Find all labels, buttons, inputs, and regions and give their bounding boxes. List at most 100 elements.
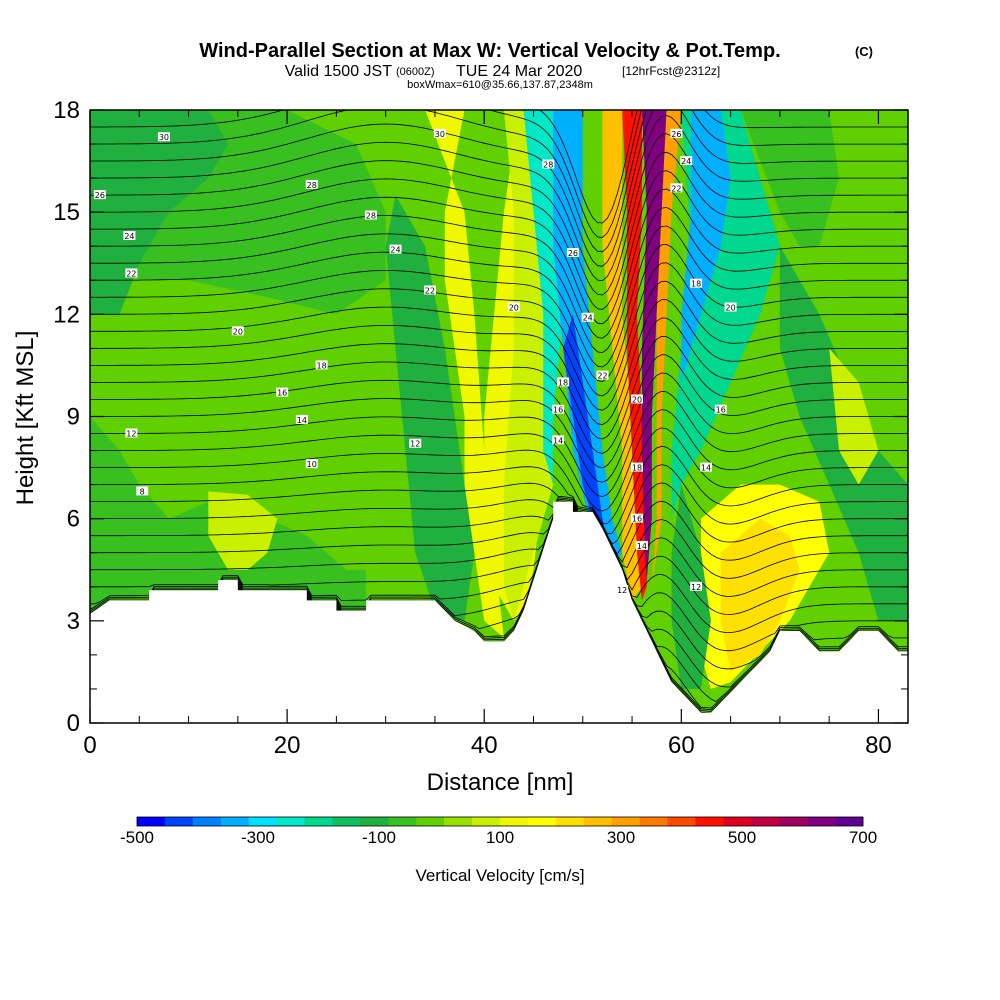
- contour-label-30: 26: [670, 128, 683, 139]
- contour-label-text: 24: [583, 314, 593, 323]
- contour-label-21: 22: [596, 370, 609, 381]
- contour-label-29: 12: [616, 585, 629, 595]
- colorbar-swatch: [723, 817, 752, 826]
- contour-label-bg: [630, 394, 643, 404]
- contour-label-22: 18: [557, 377, 570, 387]
- velocity-region-11: [563, 314, 613, 563]
- contour-label-text: 8: [140, 487, 145, 496]
- contour-label-4: 28: [364, 210, 377, 221]
- contour-label-24: 14: [552, 435, 565, 445]
- contour-label-text: 14: [637, 542, 647, 551]
- colorbar-swatch: [137, 817, 166, 826]
- subtitle-forecast: [12hrFcst@2312z]: [622, 64, 720, 78]
- theta-contour-3: [90, 110, 908, 267]
- contour-label-25: 20: [630, 394, 643, 404]
- colorbar-swatch: [555, 817, 585, 826]
- plot-area: 30 30 26 28 28 24 24 22 22 20 20 18 16 14 12 10 12 8 28 26 2…: [90, 110, 908, 723]
- contour-label-bg: [690, 581, 703, 591]
- contour-label-text: 18: [558, 378, 568, 387]
- colorbar-swatch: [472, 817, 501, 826]
- contour-label-text: 26: [95, 191, 105, 200]
- contour-label-bg: [670, 183, 683, 193]
- contour-label-1: 30: [433, 128, 446, 139]
- theta-contour-28: [90, 503, 908, 615]
- y-tick-label: 0: [67, 710, 80, 737]
- contour-label-text: 20: [726, 304, 736, 313]
- contour-label-3: 28: [305, 179, 318, 190]
- contour-label-13: 14: [295, 414, 308, 425]
- contour-label-bg: [433, 128, 446, 138]
- theta-contour-9: [90, 207, 908, 354]
- contour-label-bg: [424, 285, 437, 295]
- y-tick-label: 6: [67, 506, 80, 533]
- colorbar-label: Vertical Velocity [cm/s]: [415, 866, 584, 885]
- contour-label-33: 18: [690, 278, 703, 289]
- contour-label-bg: [542, 159, 555, 169]
- colorbar-swatch: [276, 817, 305, 826]
- colorbar-swatch: [164, 817, 194, 826]
- contour-label-text: 12: [410, 440, 420, 449]
- contour-label-8: 22: [424, 285, 437, 295]
- contour-label-37: 12: [690, 581, 703, 592]
- contour-labels: 30 30 26 28 28 24 24 22 22 20 20 18 16 14 12 10 12 8 28 26 2…: [93, 128, 737, 595]
- colorbar-tick-label: 700: [849, 828, 877, 847]
- contour-label-bg: [581, 312, 594, 322]
- contour-label-text: 18: [691, 280, 701, 289]
- contour-label-0: 30: [157, 132, 170, 142]
- velocity-region-15: [651, 110, 682, 587]
- contour-label-bg: [231, 326, 244, 336]
- contour-label-bg: [295, 414, 308, 424]
- contour-label-text: 22: [671, 184, 681, 193]
- contour-label-text: 22: [425, 286, 435, 295]
- velocity-region-19: [720, 518, 800, 672]
- contour-label-bg: [630, 462, 643, 472]
- contour-label-text: 28: [366, 212, 376, 221]
- colorbar-swatch: [779, 817, 808, 826]
- colorbar-tick-label: 300: [607, 828, 635, 847]
- subtitle-date: TUE 24 Mar 2020: [456, 63, 582, 80]
- colorbar-swatch: [444, 817, 473, 826]
- contour-label-bg: [93, 190, 106, 200]
- theta-contour-18: [90, 372, 908, 483]
- contour-label-bg: [680, 156, 693, 166]
- colorbar-swatch: [388, 817, 417, 826]
- contour-label-2: 26: [93, 190, 106, 200]
- contour-label-bg: [123, 231, 136, 241]
- contour-label-bg: [305, 459, 318, 469]
- terrain-mask: [90, 501, 908, 723]
- contour-label-bg: [596, 370, 609, 380]
- contour-label-text: 16: [716, 406, 726, 415]
- colorbar-swatch: [807, 817, 836, 826]
- theta-contour-10: [90, 225, 908, 368]
- theta-contour-13: [90, 280, 908, 411]
- theta-contour-23: [90, 464, 908, 545]
- contour-label-text: 24: [124, 232, 134, 241]
- contour-label-5: 24: [123, 231, 136, 241]
- colorbar-frame: [136, 816, 864, 827]
- x-axis-label: Distance [nm]: [427, 769, 574, 796]
- contour-label-text: 18: [317, 361, 327, 370]
- contour-label-bg: [157, 132, 170, 142]
- contour-label-bg: [635, 540, 648, 550]
- contour-label-text: 14: [297, 416, 307, 425]
- contour-label-text: 14: [553, 436, 563, 445]
- contour-label-20: 24: [581, 312, 594, 323]
- contour-label-text: 24: [390, 246, 400, 255]
- contour-label-19: 26: [566, 248, 579, 258]
- colorbar-swatch: [416, 817, 445, 826]
- contour-label-bg: [557, 377, 570, 387]
- contour-label-17: 8: [136, 486, 149, 496]
- theta-contour-12: [90, 262, 908, 397]
- contour-label-15: 10: [305, 459, 318, 469]
- contour-label-text: 20: [233, 327, 243, 336]
- contour-label-text: 28: [307, 181, 317, 190]
- chart-subtitle: Valid 1500 JST (0600Z) TUE 24 Mar 2020 […: [285, 63, 721, 80]
- contour-label-bg: [670, 128, 683, 138]
- theta-contour-8: [90, 188, 908, 339]
- contour-label-27: 16: [630, 513, 643, 524]
- contour-label-18: 28: [542, 159, 555, 169]
- y-axis-label: Height [Kft MSL]: [12, 331, 39, 506]
- colorbar-swatch: [611, 817, 640, 826]
- contour-label-bg: [714, 404, 727, 414]
- colorbar-tick-label: -100: [362, 828, 396, 847]
